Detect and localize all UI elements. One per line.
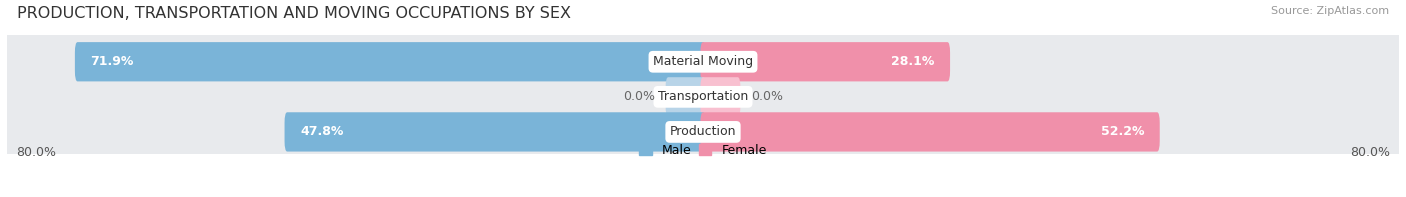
Text: Source: ZipAtlas.com: Source: ZipAtlas.com (1271, 6, 1389, 16)
FancyBboxPatch shape (75, 42, 706, 81)
Text: Production: Production (669, 125, 737, 138)
Text: 0.0%: 0.0% (623, 90, 655, 103)
FancyBboxPatch shape (700, 112, 1160, 151)
Text: 52.2%: 52.2% (1101, 125, 1144, 138)
Text: 80.0%: 80.0% (15, 146, 56, 159)
Legend: Male, Female: Male, Female (640, 144, 766, 157)
FancyBboxPatch shape (665, 77, 706, 116)
Text: 0.0%: 0.0% (751, 90, 783, 103)
Text: PRODUCTION, TRANSPORTATION AND MOVING OCCUPATIONS BY SEX: PRODUCTION, TRANSPORTATION AND MOVING OC… (17, 6, 571, 21)
Text: Transportation: Transportation (658, 90, 748, 103)
FancyBboxPatch shape (284, 112, 706, 151)
Text: Material Moving: Material Moving (652, 55, 754, 68)
FancyBboxPatch shape (4, 90, 1402, 174)
Text: 28.1%: 28.1% (891, 55, 935, 68)
FancyBboxPatch shape (700, 42, 950, 81)
FancyBboxPatch shape (700, 77, 741, 116)
Text: 47.8%: 47.8% (301, 125, 343, 138)
FancyBboxPatch shape (4, 20, 1402, 103)
Text: 80.0%: 80.0% (1350, 146, 1391, 159)
Text: 71.9%: 71.9% (90, 55, 134, 68)
FancyBboxPatch shape (4, 55, 1402, 138)
